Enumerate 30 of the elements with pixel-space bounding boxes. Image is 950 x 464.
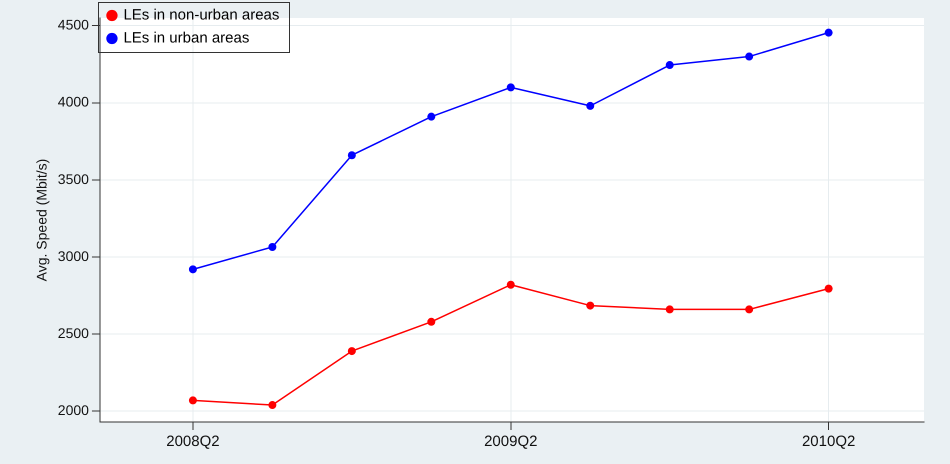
x-tick-label: 2008Q2 xyxy=(166,433,220,450)
legend-label: LEs in urban areas xyxy=(123,30,250,47)
y-tick-label: 2500 xyxy=(58,324,90,341)
point xyxy=(824,28,833,37)
point xyxy=(666,61,674,70)
point xyxy=(348,151,356,160)
point xyxy=(268,242,276,251)
point xyxy=(586,102,594,110)
point xyxy=(427,318,436,326)
y-tick-label: 4500 xyxy=(58,16,90,33)
point xyxy=(506,280,515,289)
point xyxy=(586,302,594,310)
point xyxy=(745,305,754,314)
y-tick-label: 4000 xyxy=(58,94,90,110)
point xyxy=(188,396,197,404)
legend-label: LEs in non-urban areas xyxy=(123,6,280,24)
point xyxy=(824,284,833,293)
x-tick-label: 2010Q2 xyxy=(802,433,856,450)
point xyxy=(506,83,515,92)
y-tick-label: 2000 xyxy=(58,402,90,418)
point xyxy=(745,52,754,61)
point xyxy=(348,347,356,356)
point xyxy=(268,401,276,410)
point xyxy=(188,265,197,274)
x-tick-label: 2009Q2 xyxy=(484,433,538,450)
y-tick-label: 3000 xyxy=(58,248,90,264)
y-axis-title: Avg. Speed (Mbit/s) xyxy=(33,158,50,282)
y-tick-label: 3500 xyxy=(58,170,90,187)
point xyxy=(427,112,436,121)
point xyxy=(666,305,674,314)
